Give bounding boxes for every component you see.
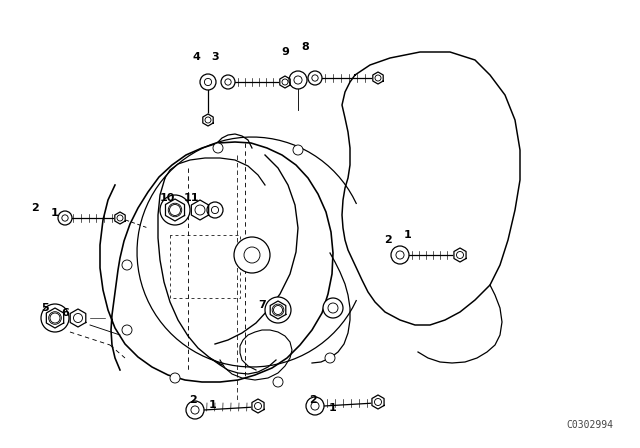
Circle shape — [289, 71, 307, 89]
Polygon shape — [46, 308, 63, 328]
Polygon shape — [191, 200, 209, 220]
Text: C0302994: C0302994 — [566, 420, 614, 430]
Polygon shape — [280, 76, 290, 88]
Circle shape — [273, 306, 282, 314]
Text: 2: 2 — [309, 395, 317, 405]
Circle shape — [200, 74, 216, 90]
Polygon shape — [454, 248, 466, 262]
Polygon shape — [373, 72, 383, 84]
Text: 2: 2 — [384, 235, 392, 245]
Circle shape — [170, 373, 180, 383]
Circle shape — [74, 314, 83, 323]
Circle shape — [273, 377, 283, 387]
Circle shape — [308, 71, 322, 85]
Text: 2: 2 — [189, 395, 197, 405]
Text: 1: 1 — [51, 208, 59, 218]
Circle shape — [282, 79, 288, 85]
Circle shape — [234, 237, 270, 273]
Text: 5: 5 — [41, 303, 49, 313]
Circle shape — [306, 397, 324, 415]
Polygon shape — [70, 309, 86, 327]
Circle shape — [293, 145, 303, 155]
Circle shape — [160, 195, 190, 225]
Text: 10: 10 — [159, 193, 175, 203]
Circle shape — [265, 297, 291, 323]
Circle shape — [122, 260, 132, 270]
Circle shape — [58, 211, 72, 225]
Polygon shape — [270, 301, 286, 319]
Text: 3: 3 — [211, 52, 219, 62]
Text: 6: 6 — [61, 308, 69, 318]
Polygon shape — [115, 212, 125, 224]
Polygon shape — [252, 399, 264, 413]
Polygon shape — [203, 114, 213, 126]
Circle shape — [207, 202, 223, 218]
Text: 1: 1 — [329, 403, 337, 413]
Polygon shape — [372, 395, 384, 409]
Circle shape — [170, 204, 180, 215]
Circle shape — [325, 353, 335, 363]
Text: 8: 8 — [301, 42, 309, 52]
Circle shape — [213, 143, 223, 153]
Text: 7: 7 — [258, 300, 266, 310]
Circle shape — [456, 251, 463, 258]
Text: 9: 9 — [281, 47, 289, 57]
Circle shape — [186, 401, 204, 419]
Circle shape — [122, 325, 132, 335]
Circle shape — [323, 298, 343, 318]
Text: 1: 1 — [404, 230, 412, 240]
Circle shape — [195, 205, 205, 215]
Circle shape — [41, 304, 69, 332]
Text: 1: 1 — [209, 400, 217, 410]
Circle shape — [375, 75, 381, 81]
Circle shape — [391, 246, 409, 264]
Text: 4: 4 — [192, 52, 200, 62]
Circle shape — [221, 75, 235, 89]
Circle shape — [117, 215, 123, 221]
Circle shape — [50, 313, 60, 323]
Polygon shape — [166, 199, 184, 221]
Circle shape — [205, 117, 211, 123]
Circle shape — [374, 399, 381, 405]
Text: 2: 2 — [31, 203, 39, 213]
Circle shape — [255, 402, 262, 409]
Text: 11: 11 — [183, 193, 199, 203]
